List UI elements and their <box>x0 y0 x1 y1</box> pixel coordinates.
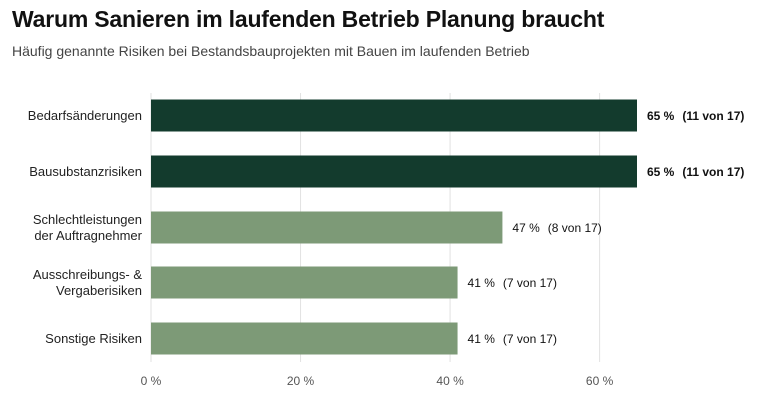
count-label: (8 von 17) <box>548 221 602 235</box>
bar <box>151 211 503 244</box>
bar <box>151 155 637 188</box>
value-label: 47 % <box>512 221 540 235</box>
bar <box>151 99 637 132</box>
bars <box>151 99 637 355</box>
category-label: Ausschreibungs- & <box>33 267 142 282</box>
count-label: (7 von 17) <box>503 276 557 290</box>
chart-subtitle: Häufig genannte Risiken bei Bestandsbaup… <box>12 43 530 59</box>
category-label: Vergaberisiken <box>56 283 142 298</box>
chart-title: Warum Sanieren im laufenden Betrieb Plan… <box>12 6 605 32</box>
count-label: (11 von 17) <box>682 109 744 123</box>
category-label: Sonstige Risiken <box>45 331 142 346</box>
category-labels: Bedarfsänderungen Bausubstanzrisiken Schle… <box>28 108 143 346</box>
category-label: Bausubstanzrisiken <box>29 164 142 179</box>
x-axis-ticks: 0 % 20 % 40 % 60 % <box>141 374 614 388</box>
category-label: der Auftragnehmer <box>34 228 142 243</box>
category-label: Bedarfsänderungen <box>28 108 142 123</box>
x-tick-label: 40 % <box>436 374 464 388</box>
value-label: 65 % <box>647 109 675 123</box>
category-label: Schlechtleistungen <box>33 212 142 227</box>
bar <box>151 266 458 299</box>
bar <box>151 322 458 355</box>
value-label: 41 % <box>468 332 496 346</box>
value-label: 65 % <box>647 165 675 179</box>
x-tick-label: 60 % <box>586 374 614 388</box>
value-label: 41 % <box>468 276 496 290</box>
value-labels: 65 % (11 von 17) 65 % (11 von 17) 47 % (8 von… <box>468 109 745 346</box>
count-label: (7 von 17) <box>503 332 557 346</box>
x-tick-label: 20 % <box>287 374 315 388</box>
x-tick-label: 0 % <box>141 374 162 388</box>
count-label: (11 von 17) <box>682 165 744 179</box>
